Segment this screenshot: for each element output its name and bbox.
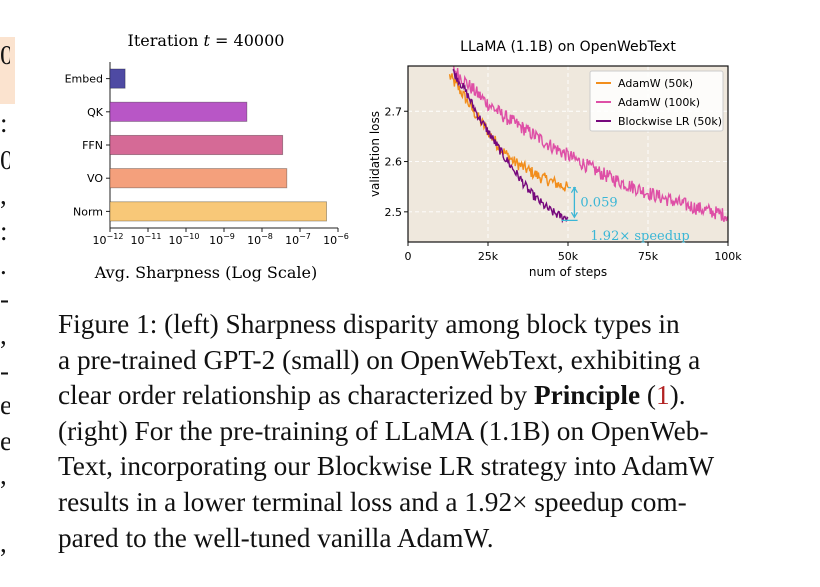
- x-tick-label: 100k: [714, 250, 742, 263]
- speedup-label: 1.92× speedup: [590, 229, 689, 244]
- clipped-glyph: ,: [0, 528, 7, 558]
- clipped-glyph: ,: [0, 180, 7, 210]
- x-tick-label: 10−6: [323, 232, 349, 247]
- validation-loss-line-chart: LLaMA (1.1B) on OpenWebText 0 25k 50k 75k 100…: [368, 39, 742, 279]
- bar-vo: [109, 168, 288, 189]
- legend-label-1: AdamW (50k): [618, 77, 693, 90]
- x-tick-label: 10−9: [209, 232, 235, 247]
- gap-arrow-head-up: [570, 186, 578, 193]
- clipped-glyph: ,: [0, 320, 7, 350]
- caption-paren-open: (: [640, 380, 656, 411]
- y-tick-label: 2.5: [385, 206, 403, 219]
- legend: AdamW (50k) AdamW (100k) Blockwise LR (50k…: [589, 70, 724, 132]
- y-tick-label: 2.6: [385, 156, 403, 169]
- figure-caption: Figure 1: (left) Sharpness disparity amo…: [58, 307, 763, 556]
- sharpness-bar-chart: Iteration t = 40000 Embed QK FFN VO Norm 10−12…: [65, 31, 349, 282]
- bar-norm: [109, 201, 327, 222]
- bar-qk: [109, 101, 248, 122]
- caption-text: clear order relationship as characterize…: [58, 380, 534, 411]
- gap-label: 0.059: [580, 196, 617, 211]
- caption-line-3: clear order relationship as characterize…: [58, 378, 763, 414]
- adjacent-column-highlight: [0, 37, 15, 104]
- figure-1: Iteration t = 40000 Embed QK FFN VO Norm 10−12…: [65, 31, 743, 282]
- speedup-annotation: 0.059 1.92× speedup: [561, 186, 690, 244]
- plot-area: [448, 66, 728, 224]
- x-tick-label: 50k: [558, 250, 579, 263]
- bar-embed: [109, 68, 126, 89]
- caption-line-4: (right) For the pre-training of LLaMA (1…: [58, 415, 709, 446]
- left-chart-x-label: Avg. Sharpness (Log Scale): [94, 263, 317, 282]
- y-tick-label-qk: QK: [87, 106, 104, 119]
- legend-label-2: AdamW (100k): [618, 96, 700, 109]
- x-tick-label: 10−7: [285, 232, 311, 247]
- caption-line-5: Text, incorporating our Blockwise LR str…: [58, 451, 715, 482]
- x-tick-label: 10−11: [131, 232, 162, 247]
- clipped-glyph: e: [0, 426, 10, 456]
- clipped-glyph: -: [0, 284, 9, 314]
- gap-arrow-head-down: [570, 212, 578, 219]
- caption-line-6: results in a lower terminal loss and a 1…: [58, 486, 687, 517]
- caption-line-2: a pre-trained GPT-2 (small) on OpenWebTe…: [58, 344, 701, 375]
- legend-label-3: Blockwise LR (50k): [618, 115, 722, 128]
- series-line-blockwise-lr-50k-: [452, 68, 569, 224]
- legend-box: [589, 70, 724, 132]
- series-line-adamw-100k-: [452, 66, 728, 223]
- clipped-glyph: .: [0, 250, 7, 280]
- right-chart-title: LLaMA (1.1B) on OpenWebText: [460, 39, 676, 55]
- clipped-glyph: 0: [0, 40, 10, 70]
- y-tick-label-vo: VO: [87, 172, 103, 185]
- principle-reference-link[interactable]: 1: [656, 380, 670, 411]
- right-chart-x-label: num of steps: [529, 265, 607, 279]
- x-tick-label: 25k: [478, 250, 499, 263]
- caption-paren-close: ).: [669, 380, 686, 411]
- left-chart-title: Iteration t = 40000: [128, 31, 285, 50]
- x-tick-label: 10−10: [169, 232, 200, 247]
- clipped-glyph: -: [0, 356, 9, 386]
- clipped-glyph: 0: [0, 145, 10, 175]
- y-tick-label-embed: Embed: [65, 73, 103, 86]
- x-tick-label: 10−8: [247, 232, 273, 247]
- right-chart-y-label: validation loss: [368, 111, 382, 197]
- x-tick-label: 10−12: [93, 232, 124, 247]
- clipped-glyph: :: [0, 108, 8, 138]
- clipped-glyph: e: [0, 390, 10, 420]
- caption-line-1: Figure 1: (left) Sharpness disparity amo…: [58, 309, 680, 339]
- y-tick-label-norm: Norm: [73, 205, 103, 218]
- caption-line-7: pared to the well-tuned vanilla AdamW.: [58, 522, 494, 553]
- y-tick-label-ffn: FFN: [82, 139, 103, 152]
- bar-ffn: [109, 134, 284, 156]
- clipped-glyph: ,: [0, 460, 7, 490]
- x-tick-label: 0: [405, 250, 412, 263]
- x-tick-label: 75k: [638, 250, 659, 263]
- clipped-glyph: :: [0, 216, 8, 246]
- principle-term: Principle: [533, 380, 641, 411]
- y-tick-label: 2.7: [385, 105, 403, 118]
